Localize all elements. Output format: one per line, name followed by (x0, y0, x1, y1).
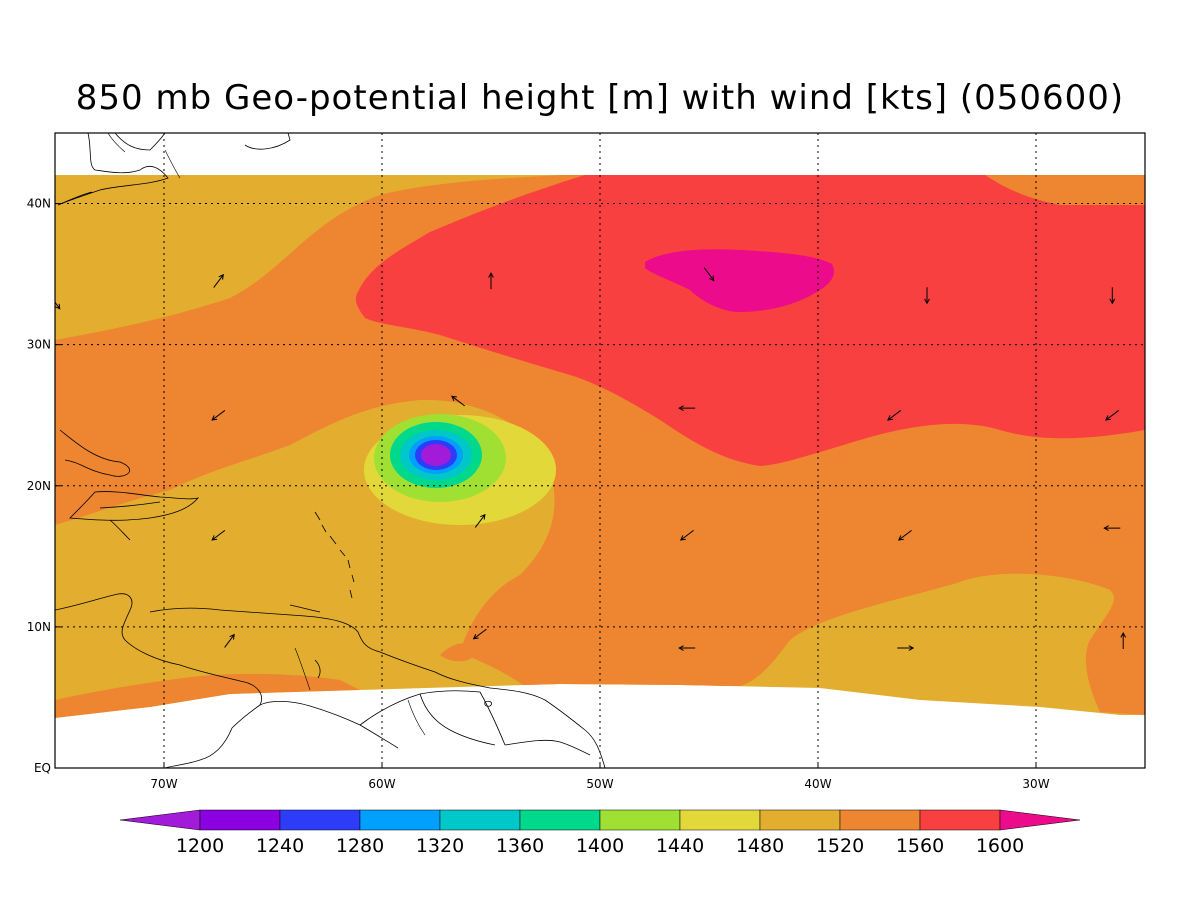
lon-tick-label: 40W (804, 777, 831, 791)
lon-tick-label: 30W (1022, 777, 1049, 791)
axis-ticks: 70W 60W 50W 40W 30W EQ 10N 20N 30N 40N (27, 197, 1050, 791)
colorbar-label: 1400 (576, 835, 624, 857)
colorbar-segment (919, 809, 1001, 831)
wind-arrow (703, 267, 715, 282)
colorbar-segment (439, 809, 521, 831)
wind-arrow (224, 633, 235, 648)
band-1560-pocket (440, 643, 478, 662)
wind-vectors (55, 267, 1127, 651)
wind-arrow (1103, 525, 1121, 531)
page-title: 850 mb Geo-potential height [m] with win… (75, 78, 1125, 118)
colorbar-segment (759, 809, 841, 831)
colorbar-left-arrow (119, 809, 201, 831)
lat-tick-label: 20N (27, 479, 51, 493)
wind-arrow (897, 645, 915, 651)
colorbar: 1200 1240 1280 1320 1360 1400 1440 1480 1520 1560… (119, 809, 1081, 857)
colorbar-segment (199, 809, 281, 831)
wind-arrow (488, 272, 494, 290)
colorbar-segment (679, 809, 761, 831)
colorbar-label: 1600 (976, 835, 1024, 857)
colorbar-label: 1440 (656, 835, 704, 857)
low-1240 (421, 444, 451, 466)
grid-lines (55, 133, 1145, 768)
wind-arrow (55, 301, 61, 310)
wind-arrow (213, 273, 224, 288)
wind-arrow (1120, 631, 1127, 649)
lon-tick-label: 50W (586, 777, 613, 791)
lat-tick-label: 10N (27, 620, 51, 634)
band-1560-south (55, 673, 360, 718)
colorbar-segment (359, 809, 441, 831)
lat-tick-label: 40N (27, 197, 51, 211)
wind-arrow (472, 628, 487, 640)
contour-field (55, 133, 1145, 768)
colorbar-label: 1280 (336, 835, 384, 857)
band-1600 (355, 175, 1145, 466)
lat-tick-label: EQ (34, 761, 51, 775)
wind-arrow (211, 410, 226, 421)
lon-tick-label: 60W (368, 777, 395, 791)
colorbar-right-arrow (999, 809, 1081, 831)
wind-arrow (887, 410, 901, 421)
wind-arrow (474, 513, 486, 528)
wind-arrow (679, 529, 694, 541)
colorbar-label: 1520 (816, 835, 864, 857)
land-interior (107, 133, 426, 736)
colorbar-label: 1560 (896, 835, 944, 857)
colorbar-label: 1200 (176, 835, 224, 857)
wind-arrow (678, 645, 696, 651)
colorbar-label: 1240 (256, 835, 304, 857)
lon-tick-label: 70W (150, 777, 177, 791)
colorbar-label: 1320 (416, 835, 464, 857)
wind-arrow (897, 529, 912, 541)
wind-arrow (678, 405, 696, 412)
colorbar-segment (599, 809, 681, 831)
lat-tick-label: 30N (27, 338, 51, 352)
colorbar-label: 1480 (736, 835, 784, 857)
wind-arrow (1105, 410, 1119, 421)
colorbar-segment (519, 809, 601, 831)
wind-arrow (451, 395, 465, 407)
wind-arrow (211, 529, 226, 541)
colorbar-segment (279, 809, 361, 831)
band-above-1600 (645, 249, 835, 312)
wind-arrow (1109, 287, 1116, 305)
wind-arrow (924, 287, 930, 305)
colorbar-segment (839, 809, 921, 831)
colorbar-label: 1360 (496, 835, 544, 857)
